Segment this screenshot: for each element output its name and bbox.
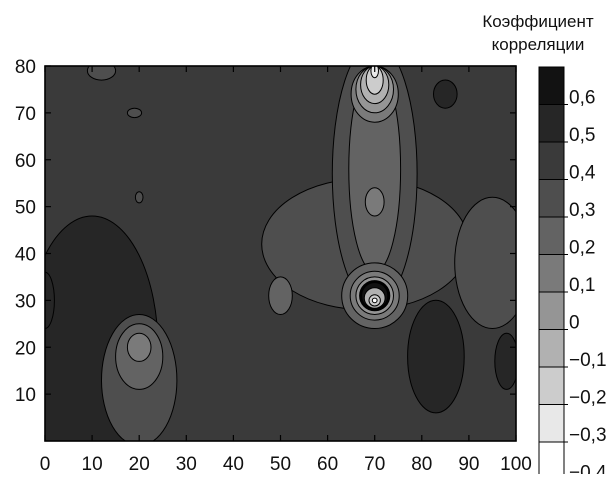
contour-region-right-lower-dark — [408, 300, 465, 413]
x-tick-label: 80 — [411, 454, 432, 474]
contour-region-right-upper-dark — [434, 80, 458, 108]
colorbar-label: 0,1 — [569, 275, 595, 296]
x-tick-label: 90 — [458, 454, 479, 474]
contour-region-small-dot-b — [135, 192, 143, 203]
colorbar-label: 0,5 — [569, 125, 595, 146]
colorbar-swatch — [539, 142, 564, 180]
y-tick-label: 70 — [15, 104, 36, 125]
y-tick-label: 40 — [15, 245, 36, 266]
y-tick-label: 60 — [15, 151, 36, 172]
x-tick-label: 40 — [223, 454, 244, 474]
colorbar-title-line-1: Коэффициент — [482, 12, 594, 31]
colorbar-swatch — [539, 442, 564, 474]
colorbar-swatch — [539, 180, 564, 218]
contour-region-bottom-left-column-core — [127, 333, 151, 361]
y-tick-label: 30 — [15, 291, 36, 312]
contour-region-mid-blob — [365, 188, 384, 216]
colorbar-title-line-2: корреляции — [492, 35, 585, 54]
colorbar-label: −0,1 — [569, 350, 607, 371]
colorbar-label: −0,2 — [569, 388, 607, 409]
colorbar-swatch — [539, 330, 564, 368]
y-tick-label: 20 — [15, 338, 36, 359]
contour-region-far-right-dark — [495, 333, 519, 389]
colorbar-label: 0,2 — [569, 238, 595, 259]
colorbar-label: 0 — [569, 313, 580, 334]
colorbar-swatch — [539, 405, 564, 443]
colorbar-label: 0,6 — [569, 88, 595, 109]
x-tick-label: 50 — [270, 454, 291, 474]
y-tick-label: 50 — [15, 198, 36, 219]
colorbar-swatch — [539, 105, 564, 143]
colorbar-label: −0,3 — [569, 425, 607, 446]
contour-region-small-dot-a — [127, 108, 141, 117]
x-tick-label: 20 — [129, 454, 150, 474]
contour-region-right-lobe — [455, 197, 530, 328]
colorbar-label: 0,4 — [569, 163, 596, 184]
contour-plot-area — [26, 43, 530, 475]
x-tick-label: 0 — [40, 454, 51, 474]
x-tick-label: 10 — [82, 454, 103, 474]
colorbar-swatch — [539, 217, 564, 255]
colorbar-swatch — [539, 255, 564, 293]
contour-region-center-core — [372, 298, 377, 303]
colorbar-swatch — [539, 67, 564, 105]
colorbar-label: −0,4 — [569, 463, 607, 475]
colorbar-swatch — [539, 292, 564, 330]
contour-region-small-patch — [269, 277, 293, 315]
colorbar-label: 0,3 — [569, 200, 595, 221]
y-tick-label: 80 — [15, 57, 36, 78]
y-tick-label: 10 — [15, 385, 36, 406]
x-tick-label: 100 — [500, 454, 532, 474]
x-tick-label: 30 — [176, 454, 197, 474]
x-tick-label: 60 — [317, 454, 338, 474]
x-tick-label: 70 — [364, 454, 385, 474]
colorbar-swatch — [539, 367, 564, 405]
